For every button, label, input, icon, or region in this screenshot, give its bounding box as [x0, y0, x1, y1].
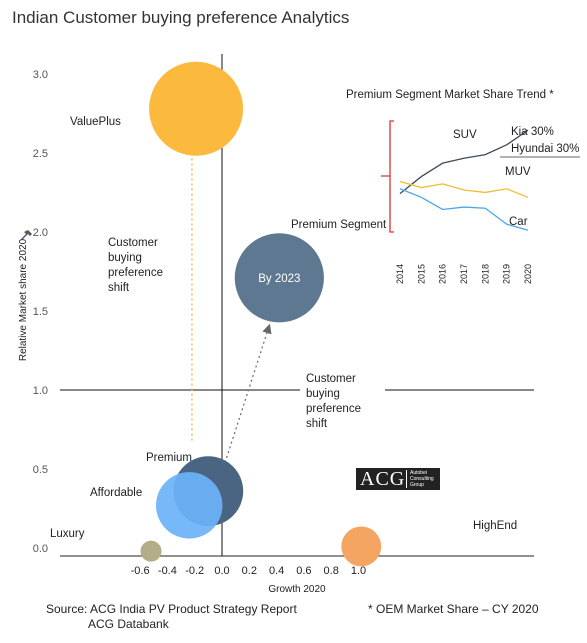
bubble-luxury: [140, 540, 162, 562]
inset-series-muv: [399, 180, 529, 198]
acg-logo-mark: ACG: [360, 467, 406, 490]
inset-series-label-muv: MUV: [505, 166, 531, 178]
x-tick-label-0-8: 0.8: [324, 565, 339, 577]
x-tick-label-0-2: -0.2: [185, 565, 204, 577]
logo-sub-3: Group: [410, 482, 424, 488]
pin-icon: [20, 230, 32, 240]
inset-x-tick-2017: 2017: [459, 264, 469, 284]
bubble-label-premium-segment: Premium Segment: [291, 219, 387, 231]
bubble-label-luxury: Luxury: [50, 528, 85, 540]
bubble-label-premium: Premium: [146, 452, 192, 464]
inset-series-car: [399, 188, 529, 231]
x-tick-label-0-4: 0.4: [269, 565, 284, 577]
shift-note-2-line-1: Customer: [306, 373, 356, 385]
x-tick-label-0-0: 0.0: [214, 565, 229, 577]
shift-note-1-line-3: preference: [108, 267, 163, 279]
logo-sub-2: Consulting: [410, 476, 434, 482]
source-line-1: Source: ACG India PV Product Strategy Re…: [46, 602, 297, 616]
x-tick-label-0-6: -0.6: [131, 565, 150, 577]
x-tick-label-0-2: 0.2: [242, 565, 257, 577]
acg-logo-subtext: Autobei Consulting Group: [406, 470, 434, 488]
bubble-valueplus: [149, 61, 244, 156]
logo-sub-1: Autobei: [410, 470, 427, 476]
inset-x-tick-2014: 2014: [395, 264, 405, 284]
source-line-2: ACG Databank: [88, 617, 169, 631]
bubble-label-affordable: Affordable: [90, 487, 142, 499]
bubble-premium-segment: [234, 233, 324, 323]
pin-icon-shape: [20, 230, 32, 240]
shift-arrow-2: [221, 323, 272, 473]
bubble-label-highend: HighEnd: [473, 520, 517, 532]
y-tick-label-3-0: 3.0: [33, 69, 48, 81]
shift-note-2-line-2: buying: [306, 388, 340, 400]
axes-layer: -0.6 -0.4 -0.2 0.0 0.2 0.4 0.6 0.8 1.0 0.0 0.5 1.0 1…: [18, 54, 534, 595]
shift-note-1-line-4: shift: [108, 282, 130, 294]
inset-bracket: [381, 120, 394, 233]
shift-note-1-line-1: Customer: [108, 237, 158, 249]
annotation-arrows: Customer buying preference shift Customer buy…: [108, 135, 361, 473]
inset-x-tick-2018: 2018: [480, 264, 490, 284]
y-axis-label: Relative Market share 2020: [18, 238, 29, 361]
bubble-highend: [341, 526, 382, 567]
inset-series-label-car: Car: [509, 216, 528, 228]
bubble-label-valueplus: ValuePlus: [70, 116, 121, 128]
x-tick-label-0-4: -0.4: [158, 565, 177, 577]
y-tick-label-0-5: 0.5: [33, 464, 48, 476]
inset-chart-title: Premium Segment Market Share Trend *: [346, 89, 554, 101]
acg-logo: ACG Autobei Consulting Group: [356, 468, 440, 490]
shift-note-2-line-4: shift: [306, 418, 328, 430]
inset-line-chart: Premium Segment Market Share Trend * SUV M…: [346, 89, 580, 284]
x-axis-label: Growth 2020: [268, 584, 326, 595]
x-tick-label-0-6: 0.6: [296, 565, 311, 577]
inset-x-tick-2020: 2020: [523, 264, 533, 284]
bubble-layer: [140, 61, 382, 567]
inset-x-tick-2015: 2015: [416, 264, 426, 284]
source-note: Source: ACG India PV Product Strategy Re…: [46, 602, 297, 632]
shift-note-2-line-3: preference: [306, 403, 361, 415]
y-tick-label-2-0: 2.0: [33, 227, 48, 239]
x-tick-label-1-0: 1.0: [351, 565, 366, 577]
y-tick-label-2-5: 2.5: [33, 148, 48, 160]
oem-note: * OEM Market Share – CY 2020: [368, 602, 539, 616]
bubble-affordable: [156, 472, 223, 539]
bubble-inner-label-premium-segment: By 2023: [258, 273, 300, 285]
y-tick-label-1-5: 1.5: [33, 306, 48, 318]
shift-note-1-line-2: buying: [108, 252, 142, 264]
label-layer: ValuePlus Premium Affordable Luxury HighEnd P…: [50, 116, 517, 540]
y-tick-label-0-0: 0.0: [33, 543, 48, 555]
inset-callout-kia: Kia 30%: [511, 126, 554, 138]
inset-callout-hyundai: Hyundai 30%: [511, 143, 579, 155]
inset-x-tick-2016: 2016: [438, 264, 448, 284]
y-tick-label-1-0: 1.0: [33, 385, 48, 397]
inset-series-label-suv: SUV: [453, 129, 477, 141]
inset-x-tick-2019: 2019: [502, 264, 512, 284]
page-title: Indian Customer buying preference Analyt…: [12, 8, 350, 27]
inset-series-suv: [399, 129, 529, 195]
